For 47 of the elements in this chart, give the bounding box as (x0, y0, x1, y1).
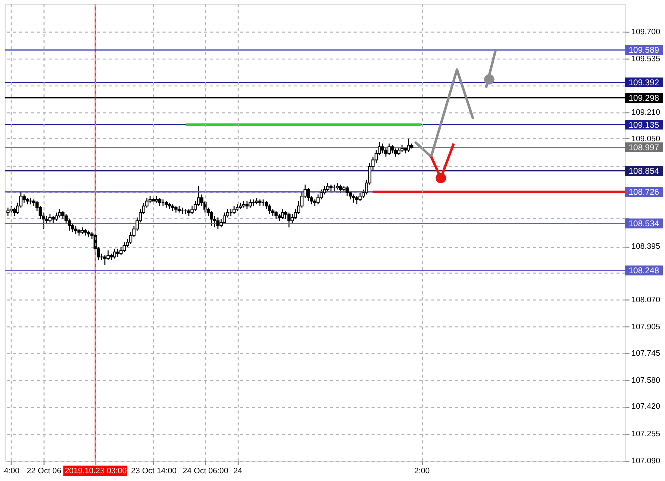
ref-line-label: 109.589 (628, 45, 660, 56)
ref-line-label: 109.135 (628, 120, 660, 130)
candlestick (210, 210, 214, 226)
y-tick-label: 107.255 (632, 429, 661, 438)
x-tick-label: 24 (234, 466, 244, 476)
candlestick (384, 146, 388, 158)
y-tick-label: 108.070 (632, 295, 661, 304)
ref-line-label: 109.392 (628, 78, 660, 88)
ref-line-label: 108.726 (628, 187, 660, 198)
candlestick (346, 186, 349, 197)
y-tick-label: 108.395 (632, 242, 661, 251)
x-tick-label: 23 Oct 14:00 (131, 466, 178, 476)
candlestick (268, 204, 272, 215)
candlestick (113, 248, 116, 260)
x-tick-label: 22 Oct 06 (26, 466, 62, 476)
y-tick-label: 107.580 (632, 376, 661, 385)
candlestick (307, 188, 310, 202)
candlestick (122, 242, 126, 253)
candlestick (200, 194, 204, 207)
line-series (414, 68, 475, 158)
y-tick-label: 109.050 (632, 134, 661, 144)
x-tick-label: 24 Oct 06:00 (182, 466, 230, 476)
ref-line-label: 109.298 (628, 93, 660, 104)
candlestick (407, 138, 410, 152)
ref-line-label: 108.248 (628, 266, 660, 276)
y-tick-label: 109.210 (632, 108, 661, 118)
candlestick (197, 186, 200, 207)
y-tick-label: 107.745 (632, 348, 661, 358)
candlestick (216, 217, 220, 230)
candlestick (320, 189, 324, 200)
y-tick-label: 107.905 (632, 322, 661, 332)
x-tick-label: 2019.10.23 03:00 (64, 466, 128, 476)
candlestick (288, 212, 291, 228)
y-tick-label: 109.700 (632, 27, 661, 36)
y-tick-label: 107.090 (632, 456, 661, 466)
ref-line-label: 108.534 (628, 218, 660, 229)
x-tick-label: 2:00 (414, 466, 430, 476)
y-tick-label: 107.420 (632, 402, 661, 412)
candlestick (381, 143, 385, 154)
candlestick (388, 143, 391, 156)
x-tick-label: 4:00 (4, 466, 20, 476)
candlestick (68, 218, 72, 232)
y-tick-label: 109.535 (632, 54, 661, 64)
candlestick (281, 209, 284, 220)
candlestick (316, 194, 320, 206)
ref-line-label: 108.997 (628, 142, 660, 153)
ref-line-label: 108.854 (628, 166, 660, 176)
